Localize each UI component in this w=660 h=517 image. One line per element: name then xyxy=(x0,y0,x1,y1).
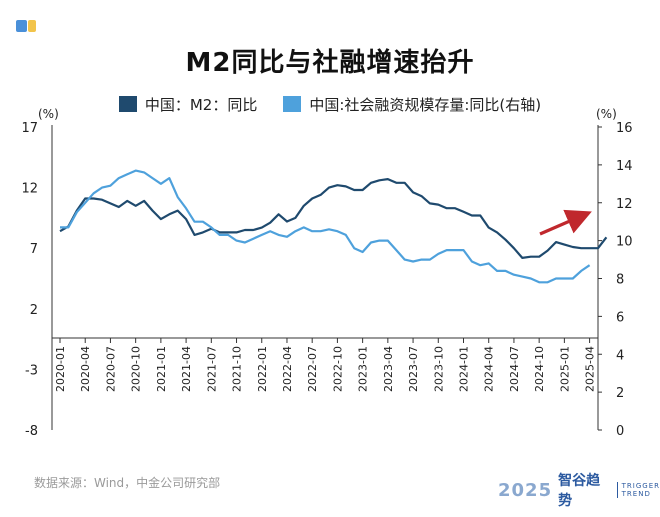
brand-en: TRIGGER TREND xyxy=(616,482,660,498)
x-tick-label: 2022-04 xyxy=(281,346,294,392)
series-line-m2 xyxy=(59,178,608,259)
brand-en-bottom: TREND xyxy=(621,490,651,498)
x-tick-label: 2023-04 xyxy=(382,346,395,392)
left-tick-label: 17 xyxy=(21,121,38,136)
left-tick-label: 12 xyxy=(21,182,38,197)
right-tick-label: 16 xyxy=(616,121,633,136)
right-tick-label: 8 xyxy=(616,273,624,288)
left-tick-label: 2 xyxy=(30,303,38,318)
x-tick-label: 2024-01 xyxy=(458,346,471,392)
series-layer xyxy=(59,169,608,284)
brand-logo: 2025 智谷趋势 TRIGGER TREND xyxy=(498,470,660,510)
brand-name: 智谷趋势 xyxy=(558,473,601,509)
left-tick-label: -3 xyxy=(25,363,38,378)
source-note: 数据来源：Wind，中金公司研究部 xyxy=(34,476,221,490)
right-tick-label: 14 xyxy=(616,159,633,174)
corner-block-blue xyxy=(16,20,27,32)
left-tick-label: 7 xyxy=(30,242,38,257)
x-tick-label: 2025-01 xyxy=(558,346,571,392)
x-tick-label: 2021-07 xyxy=(205,346,218,392)
series-line-tsf xyxy=(60,169,591,284)
right-tick-label: 0 xyxy=(616,424,624,439)
x-tick-label: 2023-01 xyxy=(357,346,370,392)
legend-label-tsf: 中国:社会融资规模存量:同比(右轴) xyxy=(309,95,542,114)
trend-arrow xyxy=(539,209,592,236)
chart-title: M2同比与社融增速抬升 xyxy=(185,48,475,78)
right-axis-unit: (%) xyxy=(596,107,617,121)
x-tick-label: 2020-04 xyxy=(79,346,92,392)
x-tick-label: 2021-10 xyxy=(231,346,244,392)
legend-swatch-tsf xyxy=(283,96,302,112)
x-tick-label: 2024-04 xyxy=(483,346,496,392)
right-tick-label: 6 xyxy=(616,310,624,325)
legend-swatch-m2 xyxy=(118,96,137,112)
x-tick-label: 2022-10 xyxy=(331,346,344,392)
legend-item-m2: 中国：M2：同比 xyxy=(118,94,258,115)
x-tick-label: 2022-01 xyxy=(256,346,269,392)
x-tick-label: 2021-01 xyxy=(155,346,168,392)
x-tick-label: 2025-04 xyxy=(584,346,597,392)
x-tick-label: 2020-10 xyxy=(130,346,143,392)
x-tick-label: 2023-07 xyxy=(407,346,420,392)
legend-label-m2: 中国：M2：同比 xyxy=(144,95,258,114)
left-axis-unit: (%) xyxy=(38,107,59,121)
x-tick-label: 2024-07 xyxy=(508,346,521,392)
right-tick-label: 10 xyxy=(616,235,633,250)
corner-block-yellow xyxy=(28,20,36,32)
corner-logo-mark xyxy=(16,20,36,32)
annotation-layer xyxy=(539,209,592,236)
x-tick-label: 2022-07 xyxy=(306,346,319,392)
left-tick-label: -8 xyxy=(25,424,38,439)
right-tick-label: 2 xyxy=(616,386,624,401)
x-tick-label: 2023-10 xyxy=(432,346,445,392)
legend: 中国：M2：同比 中国:社会融资规模存量:同比(右轴) xyxy=(0,94,660,114)
x-tick-label: 2020-01 xyxy=(54,346,67,392)
legend-item-tsf: 中国:社会融资规模存量:同比(右轴) xyxy=(283,94,541,115)
x-tick-label: 2021-04 xyxy=(180,346,193,392)
brand-year: 2025 xyxy=(498,479,553,501)
brand-en-top: TRIGGER xyxy=(621,482,660,490)
chart-card xyxy=(8,8,652,509)
right-tick-label: 12 xyxy=(616,197,633,212)
x-tick-label: 2020-07 xyxy=(104,346,117,392)
right-tick-label: 4 xyxy=(616,348,624,363)
x-tick-label: 2024-10 xyxy=(533,346,546,392)
